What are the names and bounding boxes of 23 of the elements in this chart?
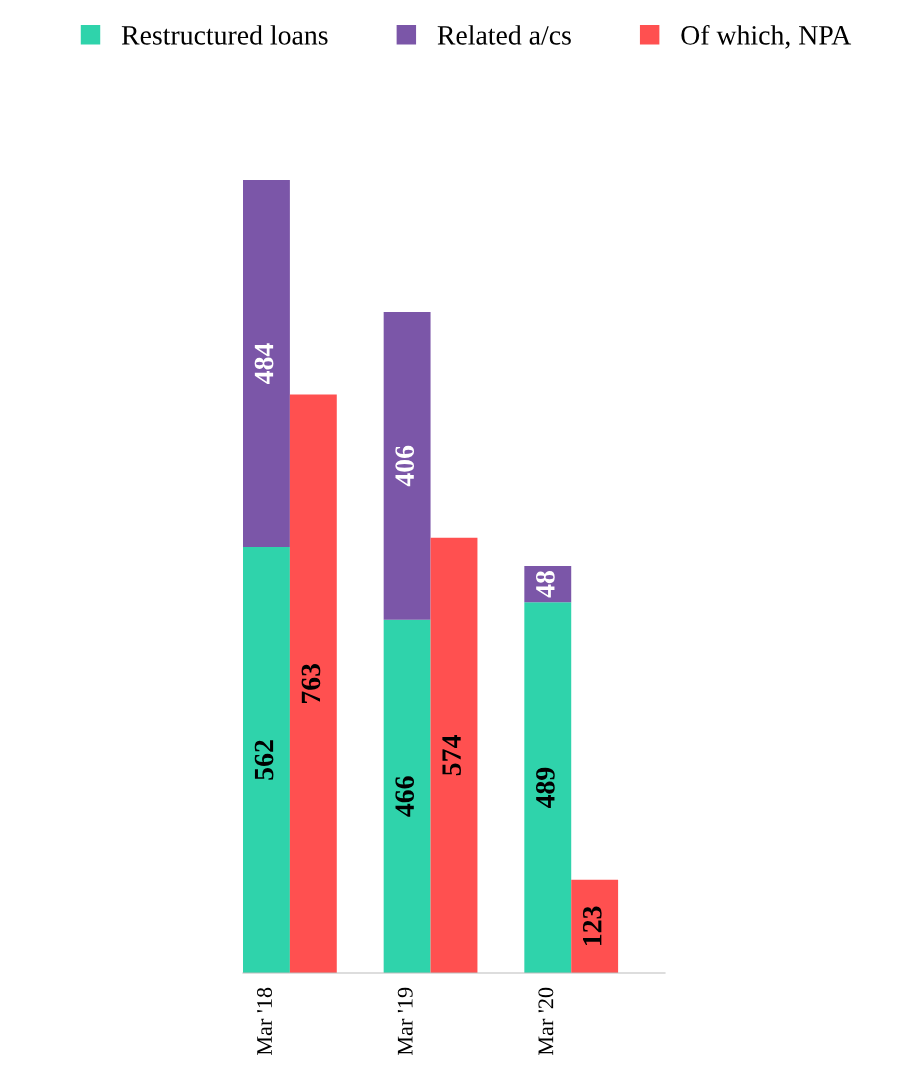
data-label: 406: [395, 445, 415, 487]
data-label: 466: [395, 776, 415, 817]
x-tick-label: Mar '19: [397, 987, 413, 1056]
bar: [571, 879, 619, 973]
bar: [383, 619, 431, 973]
bar: [524, 602, 572, 973]
data-label: 562: [254, 740, 274, 780]
data-label: 48: [535, 571, 555, 598]
data-label: 489: [535, 767, 555, 809]
bar: [289, 394, 337, 973]
bar: [383, 311, 431, 620]
x-tick-label: Mar '20: [538, 987, 554, 1056]
data-label: 484: [254, 343, 274, 384]
legend-label: Related a/cs: [437, 25, 571, 45]
legend-label: Restructured loans: [121, 25, 328, 45]
bar: [430, 537, 478, 973]
bar: [243, 180, 290, 547]
data-label: 574: [442, 735, 461, 776]
data-label: 763: [301, 663, 321, 704]
data-label: 123: [582, 906, 602, 945]
x-tick-label: Mar '18: [257, 987, 273, 1056]
legend-label: Of which, NPA: [681, 24, 852, 49]
bar: [243, 546, 290, 973]
